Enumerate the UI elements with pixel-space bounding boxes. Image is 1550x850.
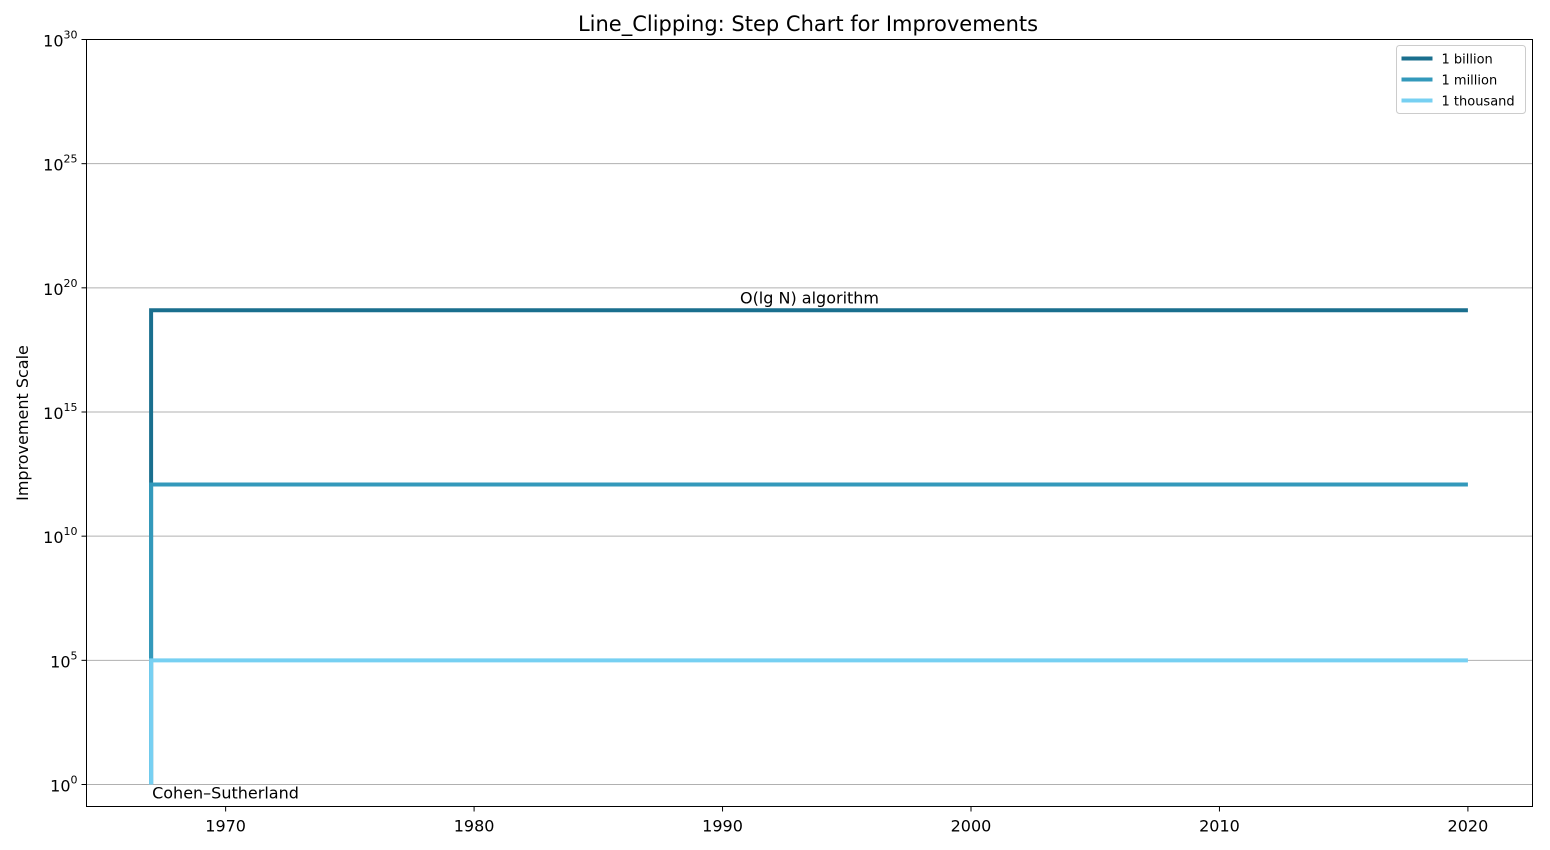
y-axis-label: Improvement Scale [13,345,32,501]
series-lines [149,308,1468,785]
annotation-label: Cohen–Sutherland [152,784,299,803]
y-tick-label: 1020 [43,277,77,299]
y-tick-label: 105 [50,649,77,671]
series-line-1-thousand [149,658,1468,785]
annotations: Cohen–Sutherland O(lg N) algorithm [152,288,879,802]
x-tick-label: 1990 [702,817,743,836]
legend-label: 1 thousand [1442,95,1515,110]
chart-title: Line_Clipping: Step Chart for Improvemen… [578,12,1038,37]
y-tick-label: 1015 [43,401,77,423]
y-axis: 100 105 1010 1015 1020 1025 1030 [43,29,87,796]
grid-lines [86,163,1533,785]
x-tick-label: 1980 [454,817,495,836]
series-line-1-billion [149,308,1468,785]
x-tick-label: 2010 [1199,817,1240,836]
y-tick-label: 1025 [43,153,77,175]
x-tick-label: 2000 [951,817,992,836]
series-line-1-million [149,482,1468,785]
plot-frame [86,39,1533,807]
legend: 1 billion 1 million 1 thousand [1396,45,1526,114]
legend-box [1396,45,1526,114]
y-tick-label: 1030 [43,29,77,51]
y-tick-label: 100 [50,774,77,796]
x-tick-label: 2020 [1448,817,1489,836]
y-tick-label: 1010 [43,525,77,547]
x-axis: 1970 1980 1990 2000 2010 2020 [205,806,1489,836]
annotation-label: O(lg N) algorithm [740,288,879,307]
x-tick-label: 1970 [205,817,246,836]
legend-label: 1 million [1442,74,1498,89]
legend-label: 1 billion [1442,53,1493,68]
